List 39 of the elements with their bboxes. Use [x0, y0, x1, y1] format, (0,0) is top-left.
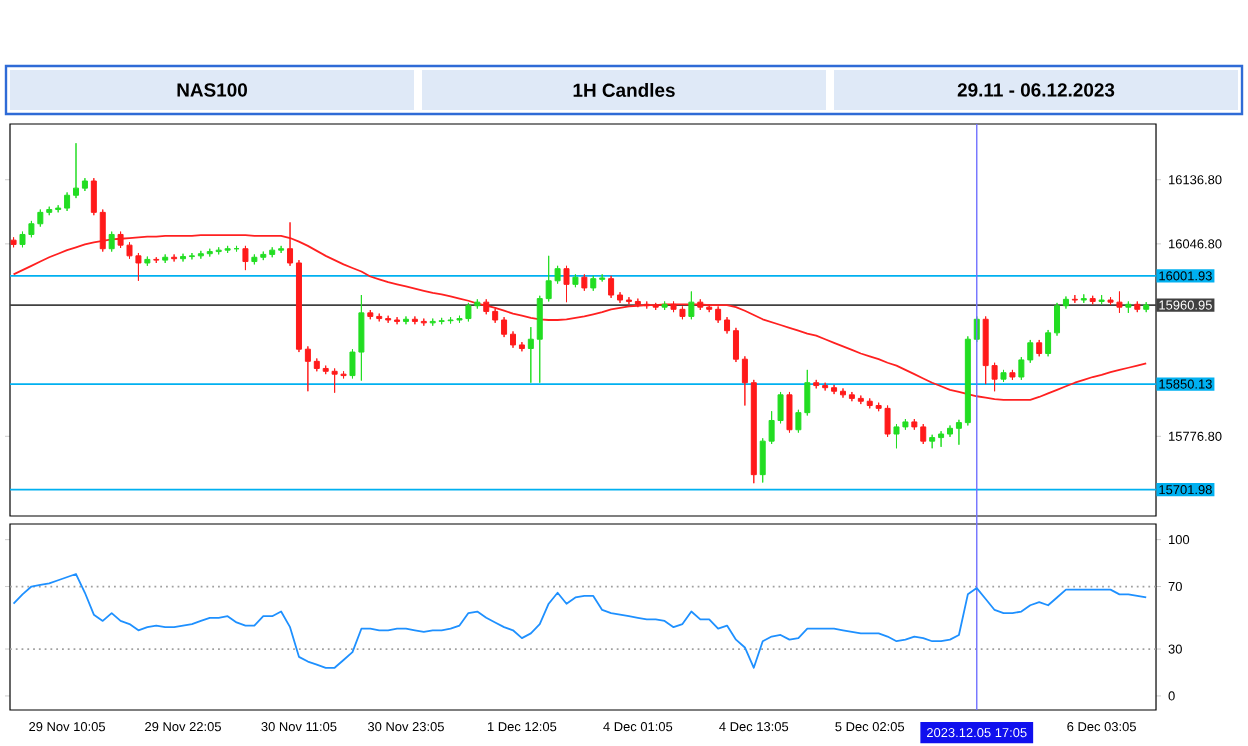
candlestick	[608, 275, 615, 299]
candlestick	[1098, 294, 1105, 305]
candlestick	[1071, 294, 1078, 304]
candlestick	[661, 300, 668, 311]
candlestick	[590, 275, 597, 292]
chart-subtitle: 1H Candles	[573, 83, 675, 97]
candlestick	[1080, 293, 1087, 304]
candlestick	[1134, 300, 1141, 313]
candlestick	[581, 273, 588, 292]
candlestick	[162, 253, 169, 264]
candlestick	[1009, 369, 1016, 381]
candlestick	[224, 245, 231, 254]
candlestick	[108, 231, 115, 253]
chart-title: NAS100	[177, 83, 247, 97]
candlestick	[1143, 301, 1150, 313]
candlestick	[688, 290, 695, 320]
candlestick	[929, 434, 936, 449]
candlestick	[402, 315, 409, 325]
candlestick	[1036, 339, 1043, 357]
candlestick	[1089, 295, 1096, 305]
candlestick	[10, 236, 17, 248]
candlestick	[1000, 369, 1007, 383]
candlestick	[572, 273, 579, 288]
text: 29.11 - 06.12.2023	[957, 83, 1115, 97]
candlestick	[251, 253, 258, 265]
candlestick	[697, 298, 704, 311]
candlestick	[652, 302, 659, 311]
candlestick	[242, 245, 249, 271]
candlestick	[563, 265, 570, 303]
candlestick	[153, 256, 160, 264]
candlestick	[786, 391, 793, 434]
candlestick	[884, 405, 891, 438]
candlestick	[367, 309, 374, 320]
candlestick	[171, 253, 178, 263]
candlestick	[1125, 300, 1132, 314]
candlestick	[180, 253, 187, 263]
candlestick	[144, 256, 151, 267]
candlestick	[483, 298, 490, 315]
candlestick	[813, 379, 820, 389]
